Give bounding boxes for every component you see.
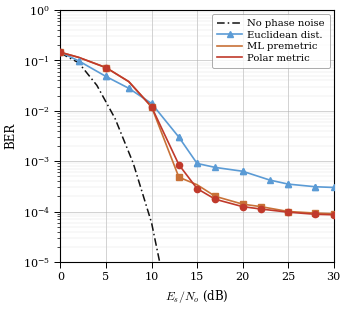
- Polar metric: [177, 163, 181, 167]
- Euclidean dist.: [195, 162, 199, 165]
- ML premetric: [77, 56, 81, 59]
- Euclidean dist.: [313, 185, 317, 188]
- Polar metric: [77, 56, 81, 59]
- Line: No phase noise: No phase noise: [60, 53, 186, 309]
- ML premetric: [332, 212, 336, 216]
- No phase noise: [131, 162, 135, 165]
- Euclidean dist.: [104, 75, 108, 78]
- ML premetric: [127, 80, 131, 83]
- Polar metric: [313, 213, 317, 216]
- Polar metric: [332, 213, 336, 217]
- Line: Polar metric: Polar metric: [60, 52, 334, 215]
- ML premetric: [195, 183, 199, 187]
- X-axis label: $E_s/N_o$ (dB): $E_s/N_o$ (dB): [165, 288, 229, 305]
- Y-axis label: BER: BER: [4, 123, 17, 149]
- ML premetric: [240, 202, 245, 206]
- Euclidean dist.: [286, 182, 290, 186]
- No phase noise: [113, 117, 117, 121]
- No phase noise: [149, 221, 154, 225]
- ML premetric: [177, 175, 181, 179]
- Euclidean dist.: [58, 50, 62, 54]
- Euclidean dist.: [127, 87, 131, 90]
- No phase noise: [95, 83, 99, 87]
- Euclidean dist.: [177, 135, 181, 139]
- No phase noise: [77, 61, 81, 65]
- No phase noise: [159, 265, 163, 269]
- No phase noise: [58, 51, 62, 55]
- ML premetric: [286, 210, 290, 213]
- ML premetric: [313, 211, 317, 215]
- Polar metric: [259, 207, 263, 211]
- Legend: No phase noise, Euclidean dist., ML premetric, Polar metric: No phase noise, Euclidean dist., ML prem…: [212, 14, 330, 68]
- Polar metric: [127, 80, 131, 83]
- Line: Euclidean dist.: Euclidean dist.: [57, 49, 337, 191]
- Euclidean dist.: [149, 102, 154, 105]
- Polar metric: [149, 105, 154, 109]
- Polar metric: [104, 66, 108, 70]
- Euclidean dist.: [77, 59, 81, 63]
- ML premetric: [104, 66, 108, 70]
- Polar metric: [58, 50, 62, 54]
- Polar metric: [213, 197, 217, 201]
- ML premetric: [213, 194, 217, 198]
- Euclidean dist.: [213, 166, 217, 169]
- Line: ML premetric: ML premetric: [60, 52, 334, 214]
- ML premetric: [149, 105, 154, 109]
- Polar metric: [286, 210, 290, 214]
- Euclidean dist.: [332, 186, 336, 189]
- Euclidean dist.: [268, 178, 272, 182]
- ML premetric: [58, 50, 62, 54]
- ML premetric: [259, 205, 263, 209]
- Euclidean dist.: [240, 169, 245, 173]
- Polar metric: [195, 187, 199, 190]
- Polar metric: [240, 205, 245, 209]
